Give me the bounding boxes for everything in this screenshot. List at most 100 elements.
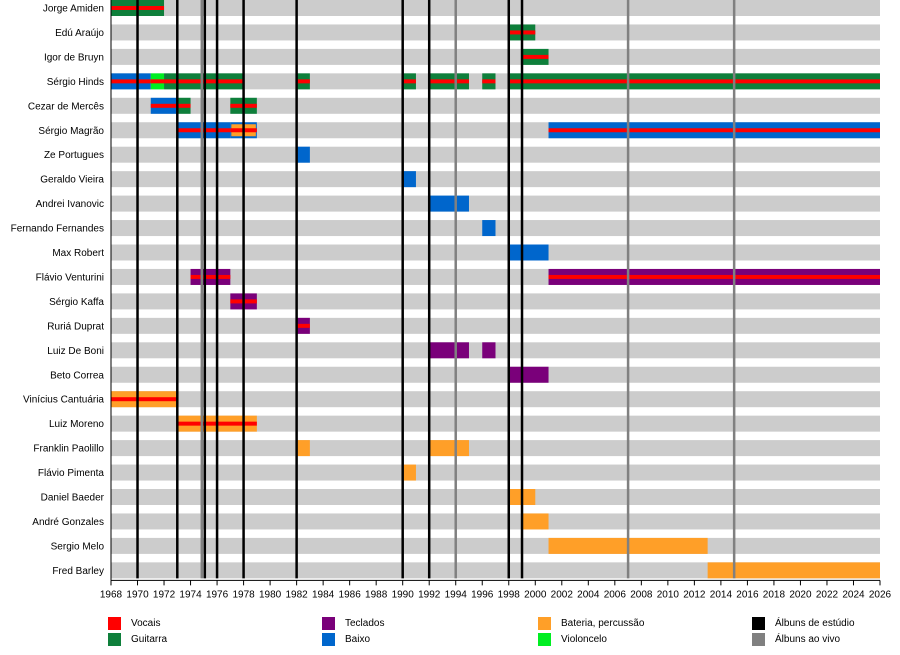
x-tick-label: 1972 xyxy=(153,589,176,600)
member-label: Luiz De Boni xyxy=(47,346,104,357)
x-tick-label: 2022 xyxy=(816,589,839,600)
x-tick-label: 1990 xyxy=(392,589,415,600)
row-background xyxy=(111,464,880,481)
member-bar-bass xyxy=(402,171,416,188)
x-tick-label: 1974 xyxy=(179,589,202,600)
legend-label: Álbuns ao vivo xyxy=(775,634,841,645)
x-axis: 1968 1970 1972 1974 1976 1978 1980 1982 1984 1986… xyxy=(100,0,892,600)
member-bar-vocals xyxy=(150,103,178,108)
x-tick-label: 2014 xyxy=(710,589,733,600)
x-tick-label: 2026 xyxy=(869,589,892,600)
legend-swatch xyxy=(108,617,121,630)
album-lines xyxy=(136,0,736,579)
x-tick-label: 2012 xyxy=(683,589,706,600)
member-bar-vocals xyxy=(429,79,469,84)
row-background xyxy=(111,97,880,114)
member-bar-drums xyxy=(402,464,416,481)
member-bar-drums xyxy=(429,440,469,457)
x-tick-label: 1988 xyxy=(365,589,388,600)
member-label: Sérgio Kaffa xyxy=(49,297,104,308)
row-background xyxy=(111,48,880,65)
legend-item-live: Álbuns ao vivo xyxy=(752,633,840,646)
member-bar-vocals xyxy=(150,79,165,84)
x-tick-label: 2002 xyxy=(551,589,574,600)
row-background xyxy=(111,24,880,41)
legend-swatch xyxy=(322,617,335,630)
member-bar-vocals xyxy=(522,54,549,59)
member-label: Vinícius Cantuária xyxy=(23,395,104,406)
x-tick-label: 2024 xyxy=(842,589,865,600)
member-label: Sérgio Hinds xyxy=(47,77,104,88)
legend-item-guitar: Guitarra xyxy=(108,633,167,646)
member-labels: Jorge Amiden Edú Araújo Igor de Bruyn Sérgi… xyxy=(11,4,105,577)
member-bar-vocals xyxy=(190,274,231,279)
x-tick-label: 1992 xyxy=(418,589,441,600)
row-background xyxy=(111,513,880,530)
member-label: Sérgio Magrão xyxy=(38,126,104,137)
member-label: Andrei Ivanovic xyxy=(36,199,104,210)
member-bar-vocals xyxy=(296,79,310,84)
x-tick-label: 1994 xyxy=(445,589,468,600)
row-background xyxy=(111,146,880,163)
member-bar-vocals xyxy=(177,103,191,108)
x-tick-label: 1978 xyxy=(232,589,255,600)
x-tick-label: 2020 xyxy=(789,589,812,600)
member-label: Fernando Fernandes xyxy=(11,224,104,235)
member-bar-drums xyxy=(296,440,310,457)
row-background xyxy=(111,244,880,261)
member-bar-bass xyxy=(508,244,549,261)
row-background xyxy=(111,391,880,408)
x-tick-label: 1998 xyxy=(498,589,521,600)
member-bar-keys xyxy=(482,342,496,359)
row-background xyxy=(111,293,880,310)
member-label: Ze Portugues xyxy=(44,150,104,161)
legend-swatch xyxy=(752,617,765,630)
legend-label: Violoncelo xyxy=(561,634,607,645)
row-background xyxy=(111,537,880,554)
x-tick-label: 1976 xyxy=(206,589,229,600)
legend-swatch xyxy=(322,633,335,646)
legend-item-drums: Bateria, percussão xyxy=(538,617,644,630)
row-background xyxy=(111,489,880,505)
member-bar-vocals xyxy=(296,323,310,328)
member-bar-bass xyxy=(296,146,310,163)
member-bar-bass xyxy=(429,195,469,212)
row-background xyxy=(111,562,880,579)
member-bar-keys xyxy=(508,366,549,383)
member-label: Luiz Moreno xyxy=(49,419,104,430)
row-background xyxy=(111,366,880,383)
member-label: Edú Araújo xyxy=(55,28,104,39)
legend-label: Baixo xyxy=(345,634,371,645)
member-bar-vocals xyxy=(508,79,880,84)
legend: Vocais Guitarra Teclados Baixo Bateria, perc… xyxy=(0,617,900,653)
legend-item-bass: Baixo xyxy=(322,633,370,646)
row-background xyxy=(111,415,880,432)
member-label: Daniel Baeder xyxy=(41,493,105,504)
row-background xyxy=(111,171,880,188)
member-label: André Gonzales xyxy=(32,517,104,528)
legend-item-studio: Álbuns de estúdio xyxy=(752,617,855,630)
member-bar-vocals xyxy=(111,79,151,84)
row-background xyxy=(111,0,880,16)
member-label: Fred Barley xyxy=(52,566,104,577)
legend-label: Teclados xyxy=(345,618,385,629)
x-tick-label: 1980 xyxy=(259,589,282,600)
member-label: Beto Correa xyxy=(50,370,104,381)
x-tick-label: 2018 xyxy=(763,589,786,600)
member-label: Flávio Pimenta xyxy=(38,468,105,479)
legend-item-keys: Teclados xyxy=(322,617,384,630)
member-label: Jorge Amiden xyxy=(43,4,104,15)
x-tick-label: 1996 xyxy=(471,589,494,600)
member-bar-vocals xyxy=(402,79,416,84)
legend-swatch xyxy=(538,617,551,630)
x-tick-label: 1968 xyxy=(100,589,123,600)
legend-swatch xyxy=(752,633,765,646)
row-background xyxy=(111,317,880,334)
member-bar-drums xyxy=(522,513,549,530)
member-label: Sergio Melo xyxy=(51,541,105,552)
member-label: Geraldo Vieira xyxy=(40,175,104,186)
x-tick-label: 1982 xyxy=(285,589,308,600)
x-tick-label: 1986 xyxy=(339,589,362,600)
member-label: Franklin Paolillo xyxy=(33,444,104,455)
member-bar-keys xyxy=(429,342,469,359)
